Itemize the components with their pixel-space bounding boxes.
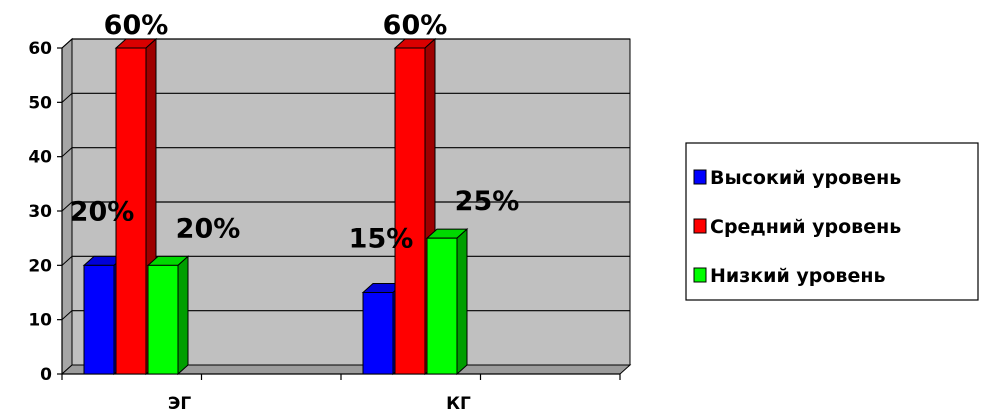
gridline-side bbox=[61, 255, 73, 266]
legend-label: Средний уровень bbox=[710, 216, 901, 238]
bar-0-1 bbox=[115, 47, 147, 375]
legend: Высокий уровень Средний уровень Низкий уро… bbox=[685, 142, 979, 301]
data-label: 20% bbox=[176, 213, 241, 244]
y-tick-label: 30 bbox=[28, 202, 52, 222]
y-tick-label: 60 bbox=[28, 39, 52, 59]
x-tick-label: КГ bbox=[446, 394, 471, 414]
bar-1-2 bbox=[426, 237, 458, 375]
y-tick-label: 10 bbox=[28, 311, 52, 331]
gridline-side bbox=[61, 201, 73, 212]
bar-1-1 bbox=[394, 47, 426, 375]
bar-side bbox=[177, 255, 189, 376]
y-tick-label: 50 bbox=[28, 93, 52, 113]
legend-swatch bbox=[693, 267, 707, 283]
y-tick-label: 20 bbox=[28, 256, 52, 276]
bar-0-0 bbox=[83, 264, 115, 375]
legend-box bbox=[685, 142, 979, 301]
legend-swatch bbox=[693, 218, 707, 234]
axes: 0 10 20 30 40 50 60 ЭГ КГ bbox=[28, 39, 621, 414]
data-label: 20% bbox=[70, 196, 135, 227]
data-label: 60% bbox=[104, 10, 169, 41]
gridline-side bbox=[61, 147, 73, 158]
gridline-side bbox=[61, 310, 73, 321]
legend-label: Высокий уровень bbox=[710, 167, 901, 189]
legend-label: Низкий уровень bbox=[710, 265, 885, 287]
bar-1-0 bbox=[362, 292, 394, 375]
bars bbox=[82, 37, 469, 376]
bar-side bbox=[456, 228, 468, 376]
data-label: 60% bbox=[383, 10, 448, 41]
y-tick-label: 40 bbox=[28, 148, 52, 168]
bar-0-2 bbox=[147, 264, 179, 375]
y-tick-label: 0 bbox=[40, 365, 52, 385]
x-tick-label: ЭГ bbox=[168, 394, 191, 414]
gridline-side bbox=[61, 38, 73, 49]
data-labels: 20% 60% 20% 15% 60% 25% bbox=[70, 10, 520, 255]
legend-swatch bbox=[693, 169, 707, 185]
data-label: 15% bbox=[349, 224, 414, 255]
gridline-side bbox=[61, 92, 73, 103]
data-label: 25% bbox=[455, 186, 520, 217]
